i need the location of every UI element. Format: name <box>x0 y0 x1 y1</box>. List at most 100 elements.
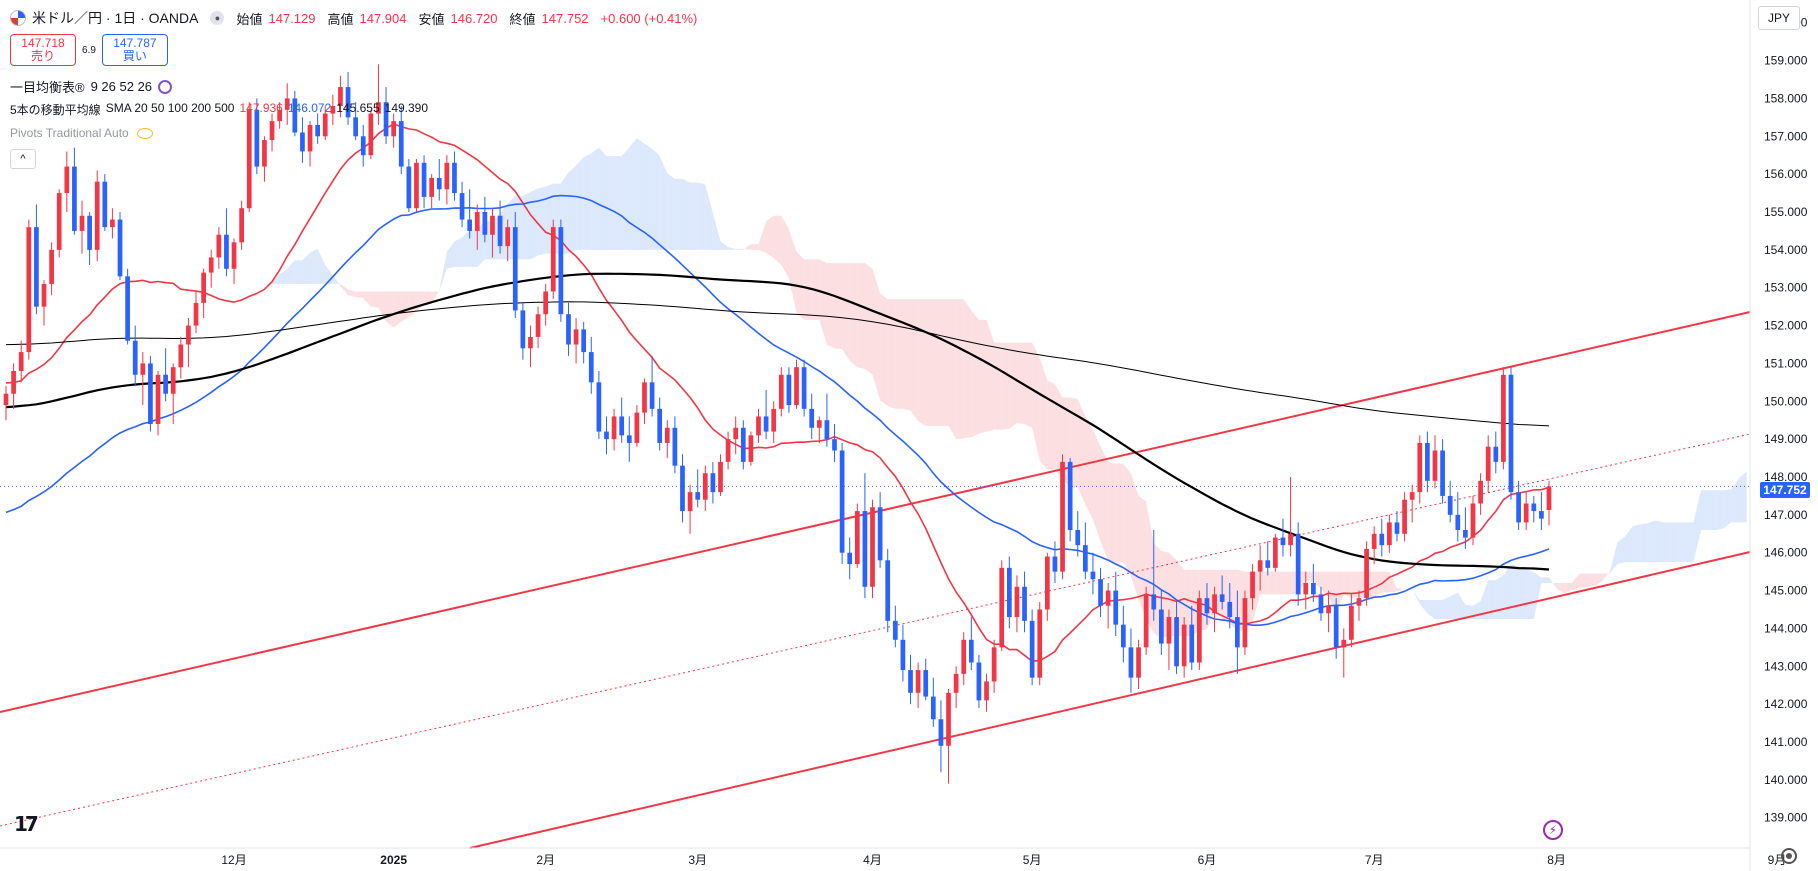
hidden-eye-icon[interactable] <box>136 127 153 139</box>
candle-down <box>976 662 982 701</box>
candle-down <box>148 363 153 424</box>
cloud-segment <box>849 263 858 368</box>
sma-legend[interactable]: 5本の移動平均線 SMA 20 50 100 200 500 147.936 1… <box>10 101 428 118</box>
candle-up <box>687 492 693 512</box>
cloud-segment <box>1579 573 1588 588</box>
candle-up <box>961 639 967 674</box>
symbol-title[interactable]: 米ドル／円 · 1日 · OANDA <box>32 10 199 26</box>
cloud-segment <box>986 319 995 432</box>
more-dots-icon[interactable]: ● <box>210 11 225 25</box>
candle-down <box>512 227 518 311</box>
candle-up <box>946 692 951 746</box>
cloud-segment <box>1503 564 1511 619</box>
candle-down <box>1029 620 1035 678</box>
cloud-segment <box>788 229 797 313</box>
cloud-segment <box>363 291 371 307</box>
open-label: 始値 <box>236 11 263 27</box>
candle-down <box>908 670 913 693</box>
lightning-icon[interactable]: ⚡ <box>1543 820 1563 840</box>
cloud-segment <box>1427 600 1435 619</box>
cloud-segment <box>1701 490 1709 530</box>
candle-down <box>163 374 168 394</box>
candle-up <box>376 102 381 114</box>
candle-up <box>1242 598 1248 648</box>
candle-up <box>854 511 860 565</box>
cloud-segment <box>1381 571 1390 593</box>
cloud-segment <box>1434 600 1443 619</box>
channel-lower-line <box>469 551 1751 849</box>
settings-gear-icon[interactable] <box>1781 848 1797 864</box>
cloud-segment <box>766 215 774 259</box>
time-tick-label: 2月 <box>536 853 555 867</box>
sell-button[interactable]: 147.718 売り <box>10 34 76 66</box>
candle-up <box>718 461 723 493</box>
cloud-segment <box>1206 569 1215 630</box>
candle-up <box>1196 598 1202 663</box>
candle-up <box>1371 533 1377 549</box>
cloud-segment <box>971 310 979 438</box>
cloud-segment <box>705 184 713 250</box>
cloud-segment <box>1100 446 1109 561</box>
cloud-segment <box>1024 342 1033 428</box>
buy-button[interactable]: 147.787 買い <box>101 34 168 66</box>
currency-selector[interactable]: JPY <box>1758 6 1800 30</box>
refresh-icon[interactable] <box>158 79 173 94</box>
cloud-segment <box>781 215 789 279</box>
candle-down <box>398 121 404 167</box>
candle-up <box>186 325 191 345</box>
cloud-segment <box>1328 571 1337 611</box>
cloud-segment <box>522 192 531 260</box>
candle-up <box>870 507 875 587</box>
cloud-segment <box>895 299 903 409</box>
candle-down <box>1394 522 1400 534</box>
buy-price: 147.787 <box>113 36 157 50</box>
cloud-segment <box>393 291 402 328</box>
ichimoku-legend[interactable]: 一目均衡表® 9 26 52 26 <box>10 77 173 96</box>
candle-down <box>125 276 130 341</box>
candle-down <box>1098 579 1103 606</box>
candle-up <box>11 371 16 394</box>
sma200-line <box>5 301 1550 427</box>
cloud-segment <box>583 153 592 250</box>
candle-down <box>649 382 655 409</box>
sma-params: SMA 20 50 100 200 500 <box>105 101 235 115</box>
pivots-legend[interactable]: Pivots Traditional Auto <box>10 126 153 140</box>
cloud-segment <box>1108 461 1116 563</box>
candle-down <box>892 620 898 640</box>
candle-down <box>345 87 351 118</box>
candle-down <box>117 219 123 277</box>
moving-averages <box>5 123 1550 663</box>
cloud-segment <box>576 157 584 250</box>
sell-price: 147.718 <box>21 36 65 50</box>
candle-up <box>307 124 313 152</box>
price-tick-label: 142.000 <box>1764 697 1808 711</box>
cloud-segment <box>1123 463 1131 577</box>
candle-up <box>330 106 336 114</box>
candle-up <box>338 87 343 106</box>
cloud-segment <box>256 285 265 305</box>
sell-label: 売り <box>30 49 55 63</box>
candle-up <box>1432 450 1438 481</box>
candle-up <box>642 382 647 413</box>
cloud-segment <box>1260 571 1268 595</box>
candle-up <box>26 227 32 353</box>
cloud-segment <box>925 299 934 426</box>
cloud-segment <box>697 182 706 250</box>
candle-up <box>505 227 511 247</box>
cloud-segment <box>1039 357 1048 470</box>
candle-up <box>953 673 959 693</box>
candle-up <box>915 670 921 693</box>
candle-down <box>1189 624 1195 663</box>
price-tick-label: 146.000 <box>1764 546 1808 560</box>
tradingview-logo[interactable]: 17 <box>14 812 39 836</box>
candle-down <box>588 352 594 383</box>
collapse-legend-button[interactable]: ^ <box>10 149 36 169</box>
cloud-segment <box>1663 522 1671 563</box>
cloud-segment <box>287 260 295 284</box>
cloud-segment <box>401 291 409 322</box>
candle-down <box>132 340 138 375</box>
channel-mid-line <box>0 433 1751 827</box>
channel-upper-line <box>0 311 1751 713</box>
candle-down <box>1075 530 1081 546</box>
